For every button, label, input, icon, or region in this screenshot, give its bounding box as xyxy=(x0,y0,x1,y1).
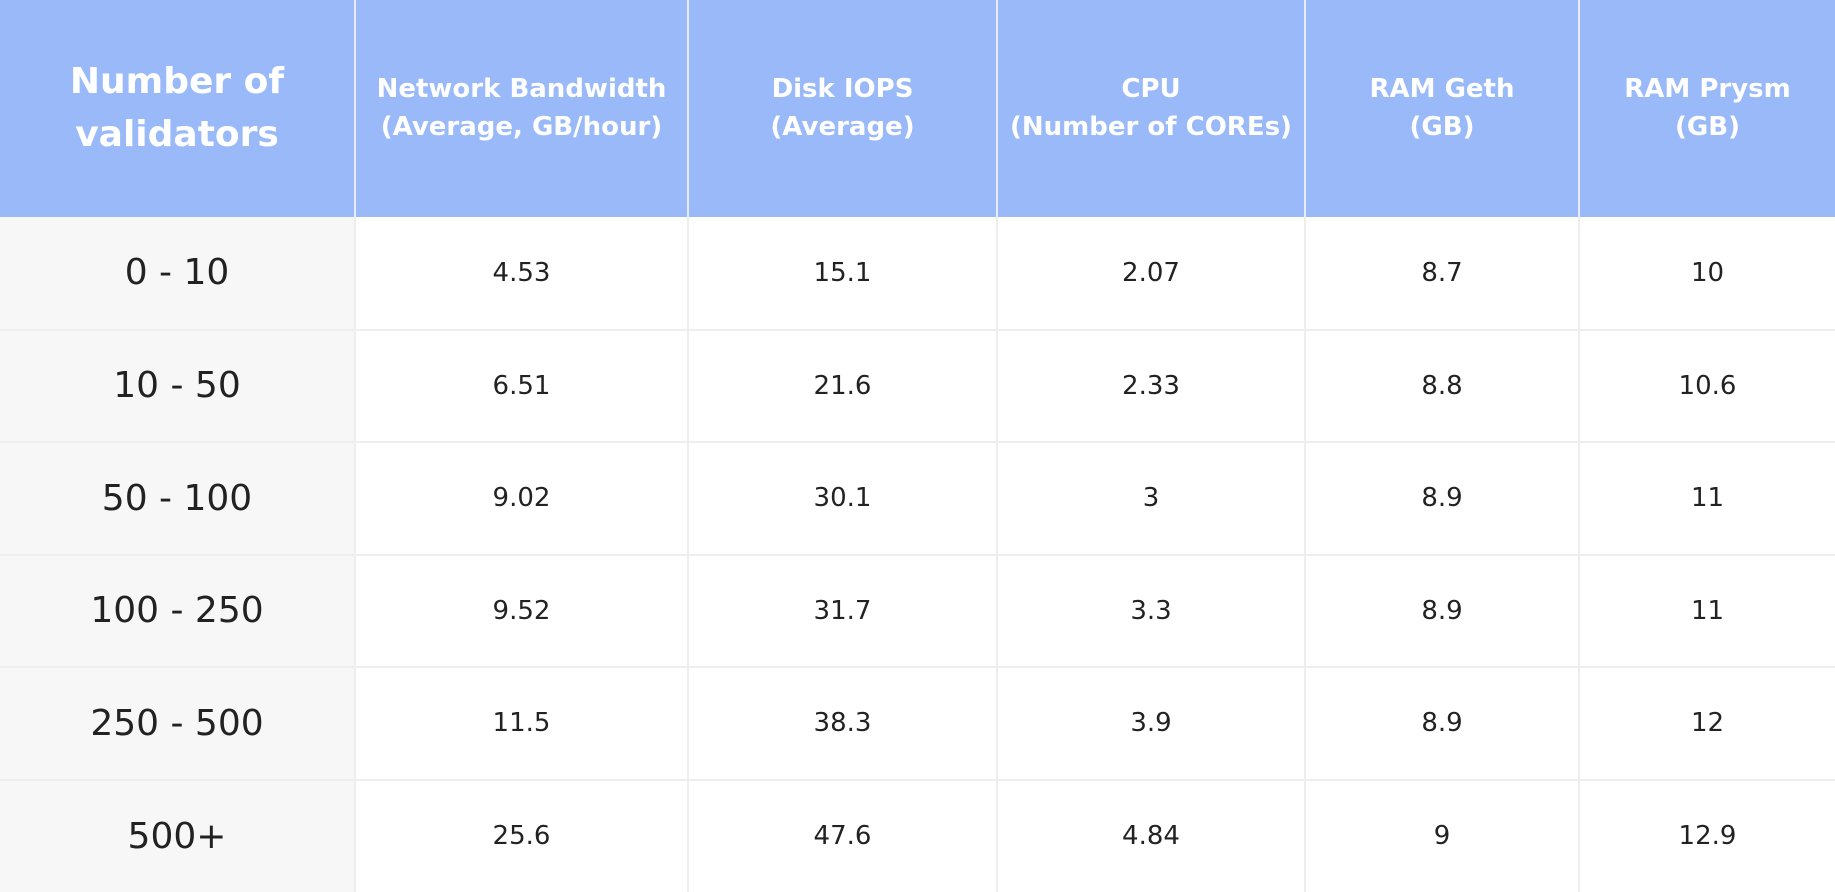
ram-geth-cell: 8.9 xyxy=(1305,667,1580,781)
row-label-cell: 250 - 500 xyxy=(0,667,356,781)
column-header-line: (Average) xyxy=(770,111,915,142)
cpu-cell: 2.07 xyxy=(997,217,1306,331)
table-row: 0 - 10 4.53 15.1 2.07 8.7 10 xyxy=(0,217,1835,331)
row-label-cell: 0 - 10 xyxy=(0,217,356,331)
column-header-line: validators xyxy=(75,113,279,155)
network-bandwidth-cell: 6.51 xyxy=(355,329,689,443)
column-header-cpu: CPU (Number of COREs) xyxy=(997,0,1306,217)
column-header-line: RAM Prysm xyxy=(1624,73,1791,104)
network-bandwidth-cell: 11.5 xyxy=(355,667,689,781)
column-header-validators: Number of validators xyxy=(0,0,356,217)
disk-iops-cell: 31.7 xyxy=(688,554,998,668)
network-bandwidth-cell: 4.53 xyxy=(355,217,689,331)
row-label-cell: 50 - 100 xyxy=(0,442,356,556)
column-header-ram-prysm: RAM Prysm (GB) xyxy=(1579,0,1835,217)
table-row: 50 - 100 9.02 30.1 3 8.9 11 xyxy=(0,442,1835,556)
column-header-line: (Number of COREs) xyxy=(1010,111,1292,142)
network-bandwidth-cell: 9.52 xyxy=(355,554,689,668)
row-label-cell: 10 - 50 xyxy=(0,329,356,443)
network-bandwidth-cell: 25.6 xyxy=(355,779,689,892)
cpu-cell: 3.9 xyxy=(997,667,1306,781)
ram-prysm-cell: 10.6 xyxy=(1579,329,1835,443)
ram-prysm-cell: 11 xyxy=(1579,554,1835,668)
row-label-cell: 500+ xyxy=(0,779,356,892)
column-header-line: RAM Geth xyxy=(1369,73,1515,104)
table-header-row: Number of validators Network Bandwidth (… xyxy=(0,0,1835,217)
network-bandwidth-cell: 9.02 xyxy=(355,442,689,556)
ram-prysm-cell: 11 xyxy=(1579,442,1835,556)
cpu-cell: 2.33 xyxy=(997,329,1306,443)
table-row: 10 - 50 6.51 21.6 2.33 8.8 10.6 xyxy=(0,329,1835,443)
cpu-cell: 4.84 xyxy=(997,779,1306,892)
row-label-cell: 100 - 250 xyxy=(0,554,356,668)
table-row: 500+ 25.6 47.6 4.84 9 12.9 xyxy=(0,779,1835,892)
column-header-line: (GB) xyxy=(1675,111,1740,142)
column-header-line: Disk IOPS xyxy=(771,73,914,104)
cpu-cell: 3 xyxy=(997,442,1306,556)
column-header-ram-geth: RAM Geth (GB) xyxy=(1305,0,1580,217)
column-header-line: (Average, GB/hour) xyxy=(380,111,663,142)
column-header-line: (GB) xyxy=(1409,111,1475,142)
disk-iops-cell: 38.3 xyxy=(688,667,998,781)
disk-iops-cell: 15.1 xyxy=(688,217,998,331)
column-header-line: Network Bandwidth xyxy=(376,73,667,104)
ram-prysm-cell: 12 xyxy=(1579,667,1835,781)
ram-prysm-cell: 10 xyxy=(1579,217,1835,331)
cpu-cell: 3.3 xyxy=(997,554,1306,668)
ram-geth-cell: 8.8 xyxy=(1305,329,1580,443)
ram-geth-cell: 8.7 xyxy=(1305,217,1580,331)
disk-iops-cell: 30.1 xyxy=(688,442,998,556)
table-row: 250 - 500 11.5 38.3 3.9 8.9 12 xyxy=(0,667,1835,781)
disk-iops-cell: 21.6 xyxy=(688,329,998,443)
ram-geth-cell: 8.9 xyxy=(1305,554,1580,668)
column-header-disk-iops: Disk IOPS (Average) xyxy=(688,0,998,217)
ram-prysm-cell: 12.9 xyxy=(1579,779,1835,892)
disk-iops-cell: 47.6 xyxy=(688,779,998,892)
ram-geth-cell: 8.9 xyxy=(1305,442,1580,556)
table-row: 100 - 250 9.52 31.7 3.3 8.9 11 xyxy=(0,554,1835,668)
column-header-line: Number of xyxy=(69,61,285,103)
column-header-line: CPU xyxy=(1121,73,1181,104)
ram-geth-cell: 9 xyxy=(1305,779,1580,892)
column-header-network-bandwidth: Network Bandwidth (Average, GB/hour) xyxy=(355,0,689,217)
